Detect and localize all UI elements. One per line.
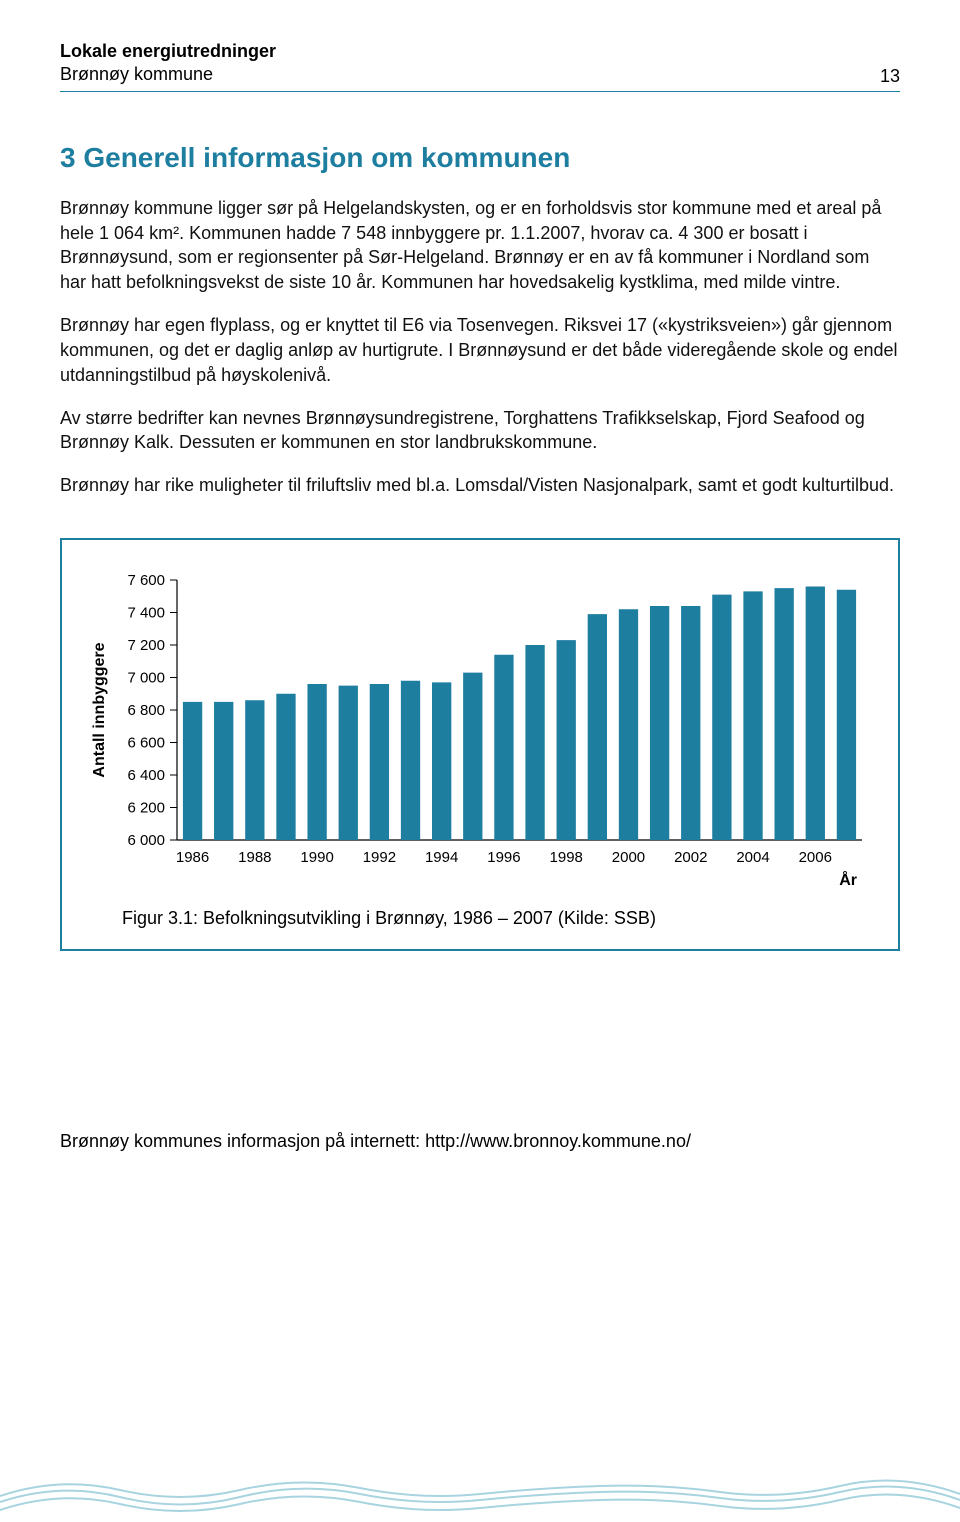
page-header: Lokale energiutredninger Brønnøy kommune… [60, 40, 900, 92]
footer-text: Brønnøy kommunes informasjon på internet… [60, 1131, 425, 1151]
svg-text:6 400: 6 400 [127, 767, 165, 784]
footer-info: Brønnøy kommunes informasjon på internet… [60, 1131, 900, 1152]
population-chart: 6 000 6 200 6 400 6 600 6 800 7 000 7 200 7 400… [82, 570, 882, 890]
bar [525, 645, 544, 840]
svg-text:2000: 2000 [612, 849, 645, 866]
svg-text:7 400: 7 400 [127, 605, 165, 622]
bar [806, 587, 825, 841]
page-number: 13 [880, 66, 900, 87]
bar [307, 684, 326, 840]
bar [494, 655, 513, 840]
svg-text:7 600: 7 600 [127, 572, 165, 589]
footer-wave-decoration [0, 1462, 960, 1522]
svg-text:1994: 1994 [425, 849, 458, 866]
bar [837, 590, 856, 840]
bar [650, 606, 669, 840]
bar [401, 681, 420, 840]
svg-text:1986: 1986 [176, 849, 209, 866]
bar [775, 588, 794, 840]
bar [619, 609, 638, 840]
header-subtitle: Brønnøy kommune [60, 63, 276, 86]
population-chart-container: 6 000 6 200 6 400 6 600 6 800 7 000 7 200 7 400… [60, 538, 900, 951]
bar [370, 684, 389, 840]
bar [463, 673, 482, 840]
svg-text:6 800: 6 800 [127, 702, 165, 719]
bar [339, 686, 358, 840]
section-heading: 3 Generell informasjon om kommunen [60, 142, 900, 174]
svg-text:1998: 1998 [550, 849, 583, 866]
svg-text:7 000: 7 000 [127, 670, 165, 687]
footer-link[interactable]: http://www.bronnoy.kommune.no/ [425, 1131, 691, 1151]
svg-text:6 600: 6 600 [127, 735, 165, 752]
svg-text:2006: 2006 [799, 849, 832, 866]
bar [557, 640, 576, 840]
header-title: Lokale energiutredninger [60, 40, 276, 63]
chart-caption: Figur 3.1: Befolkningsutvikling i Brønnø… [122, 908, 878, 929]
bar [214, 702, 233, 840]
paragraph-1: Brønnøy kommune ligger sør på Helgelands… [60, 196, 900, 295]
paragraph-3: Av større bedrifter kan nevnes Brønnøysu… [60, 406, 900, 456]
svg-text:2004: 2004 [736, 849, 769, 866]
bar [588, 614, 607, 840]
svg-text:1996: 1996 [487, 849, 520, 866]
svg-text:1988: 1988 [238, 849, 271, 866]
svg-text:År: År [839, 870, 857, 889]
svg-text:1992: 1992 [363, 849, 396, 866]
bar [681, 606, 700, 840]
paragraph-2: Brønnøy har egen flyplass, og er knyttet… [60, 313, 900, 387]
svg-text:6 200: 6 200 [127, 800, 165, 817]
svg-text:1990: 1990 [300, 849, 333, 866]
svg-text:Antall innbyggere: Antall innbyggere [91, 642, 108, 777]
bar [432, 682, 451, 840]
svg-text:7 200: 7 200 [127, 637, 165, 654]
svg-text:6 000: 6 000 [127, 832, 165, 849]
bar [712, 595, 731, 840]
bar [245, 700, 264, 840]
svg-text:2002: 2002 [674, 849, 707, 866]
paragraph-4: Brønnøy har rike muligheter til frilufts… [60, 473, 900, 498]
bar [276, 694, 295, 840]
bar [183, 702, 202, 840]
bar [743, 591, 762, 840]
